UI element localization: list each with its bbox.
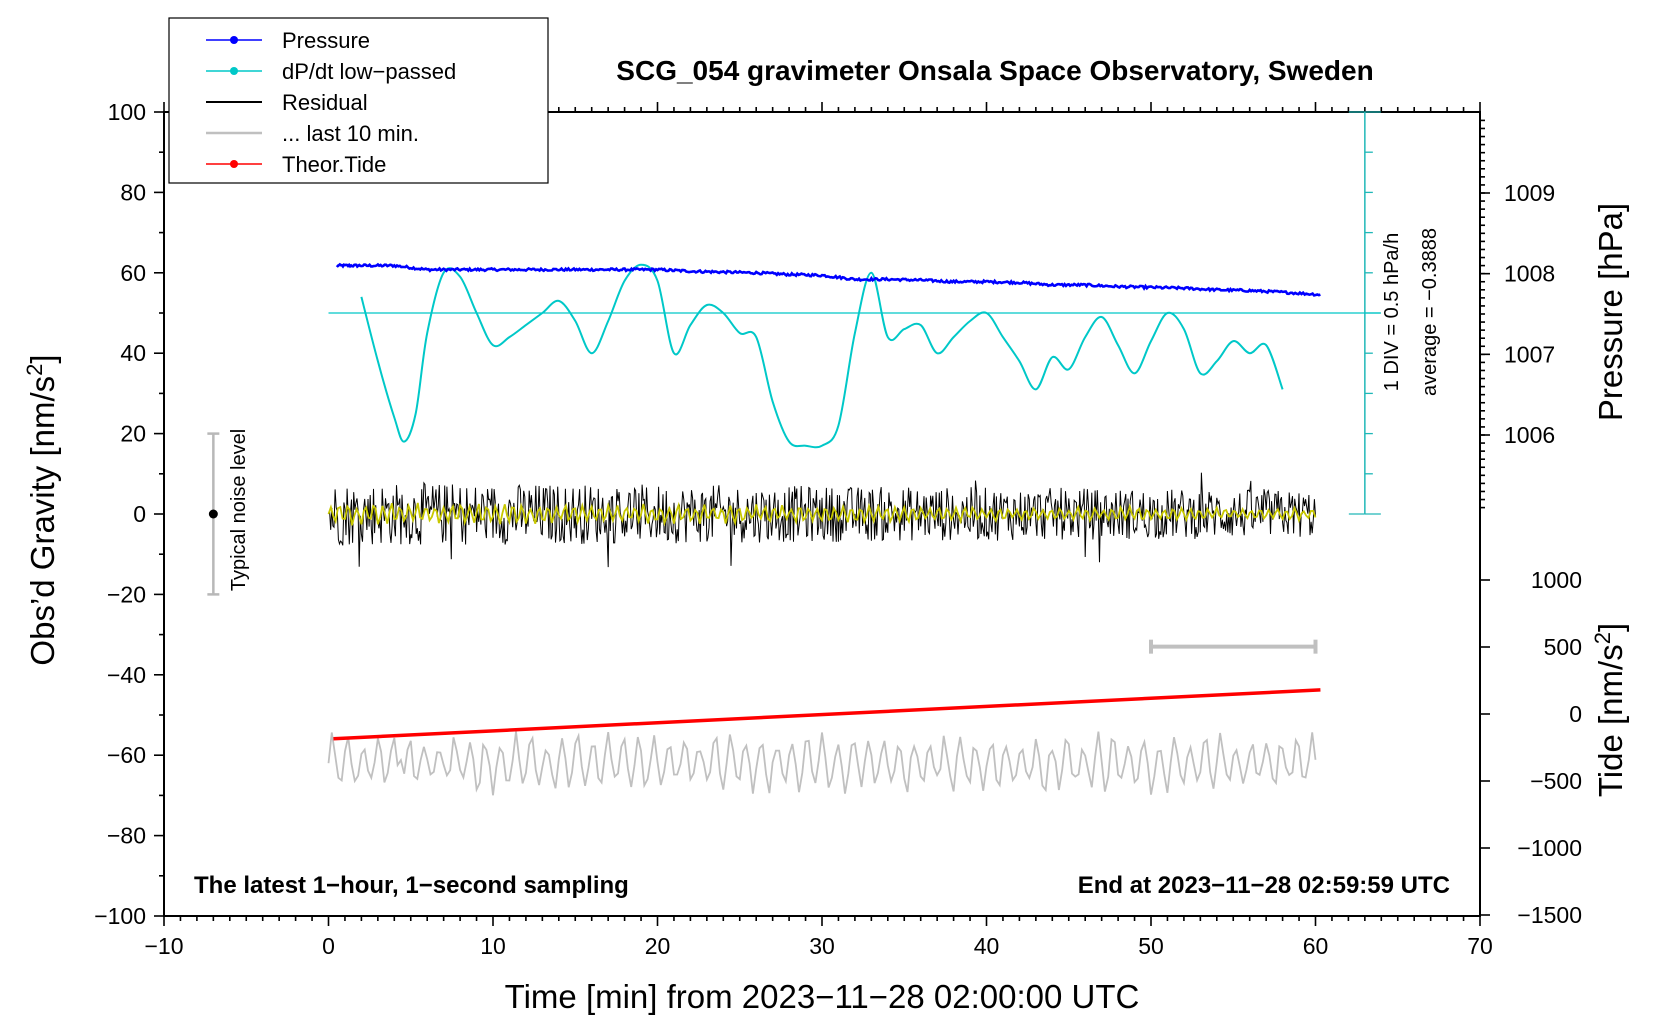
tide-tick-label: 500 xyxy=(1544,634,1582,660)
last-10-min-line xyxy=(327,731,1317,796)
legend: Pressure dP/dt low−passed Residual ... l… xyxy=(168,17,549,184)
pressure-tick-label: 1008 xyxy=(1504,261,1555,287)
y-left-tick-label: 0 xyxy=(133,501,146,527)
y-axis-title-left-superscript: 2 xyxy=(22,364,47,376)
x-tick-label: 40 xyxy=(974,933,1000,959)
y-left-tick-label: −60 xyxy=(107,742,146,768)
y-axis-title-left: Obs’d Gravity [nm/s2] xyxy=(22,354,61,665)
series-layer xyxy=(327,262,1381,796)
pressure-tick-label: 1006 xyxy=(1504,422,1555,448)
legend-entry-dpdt: dP/dt low−passed xyxy=(206,59,456,84)
legend-label-last-10-min: ... last 10 min. xyxy=(282,121,419,146)
y-left-tick-label: 20 xyxy=(120,421,146,447)
y-axis-title-pressure: Pressure [hPa] xyxy=(1592,203,1629,421)
residual-line xyxy=(328,472,1316,568)
tide-tick-label: −1500 xyxy=(1517,902,1582,928)
noise-level-bar xyxy=(207,432,220,596)
y-left-tick-label: 60 xyxy=(120,260,146,286)
legend-label-dpdt: dP/dt low−passed xyxy=(282,59,456,84)
pressure-tick-label: 1009 xyxy=(1504,180,1555,206)
theor-tide-line xyxy=(333,688,1321,741)
pressure-line xyxy=(335,262,1321,297)
sampling-note: The latest 1−hour, 1−second sampling xyxy=(194,872,629,899)
y-left-tick-label: −100 xyxy=(94,903,146,929)
y-left-tick-label: 100 xyxy=(108,99,146,125)
legend-marker-theor-tide xyxy=(230,160,238,168)
x-tick-label: 70 xyxy=(1467,933,1493,959)
dpdt-average-label: average = −0.3888 xyxy=(1419,228,1441,396)
noise-level-label: Typical noise level xyxy=(228,429,250,591)
y-left-tick-label: −80 xyxy=(107,823,146,849)
legend-entry-pressure: Pressure xyxy=(206,28,370,53)
x-tick-label: 60 xyxy=(1303,933,1329,959)
legend-label-theor-tide: Theor.Tide xyxy=(282,152,386,177)
y-left-tick-label: 80 xyxy=(120,179,146,205)
y-left-tick-label: −20 xyxy=(107,581,146,607)
y-left-tick-label: 40 xyxy=(120,340,146,366)
x-tick-label: 30 xyxy=(809,933,835,959)
end-time-note: End at 2023−11−28 02:59:59 UTC xyxy=(1078,872,1450,899)
x-axis-title: Time [min] from 2023−11−28 02:00:00 UTC xyxy=(505,978,1140,1015)
y-axis-title-tide-superscript: 2 xyxy=(1590,632,1615,644)
noise-bar-center-dot xyxy=(208,509,218,519)
legend-marker-dpdt xyxy=(230,67,238,75)
tide-tick-label: 0 xyxy=(1569,701,1582,727)
y-axis-title-tide: Tide [nm/s2] xyxy=(1590,623,1629,797)
chart-title: SCG_054 gravimeter Onsala Space Observat… xyxy=(616,55,1373,86)
last-10-min-marker xyxy=(1149,639,1318,654)
tide-tick-label: 1000 xyxy=(1531,567,1582,593)
legend-entry-residual: Residual xyxy=(206,90,368,115)
pressure-tick-label: 1007 xyxy=(1504,341,1555,367)
tide-tick-label: −500 xyxy=(1530,768,1582,794)
dpdt-line xyxy=(360,263,1284,449)
x-tick-label: 0 xyxy=(322,933,335,959)
residual-smoothed-line xyxy=(327,501,1317,527)
x-tick-label: 20 xyxy=(645,933,671,959)
dpdt-div-label: 1 DIV = 0.5 hPa/h xyxy=(1381,233,1403,391)
tide-tick-label: −1000 xyxy=(1517,835,1582,861)
legend-box xyxy=(168,17,549,184)
legend-entry-last-10-min: ... last 10 min. xyxy=(206,121,419,146)
x-tick-label: −10 xyxy=(144,933,183,959)
y-left-tick-label: −40 xyxy=(107,662,146,688)
legend-label-pressure: Pressure xyxy=(282,28,370,53)
x-tick-label: 10 xyxy=(480,933,506,959)
legend-label-residual: Residual xyxy=(282,90,368,115)
legend-entry-theor-tide: Theor.Tide xyxy=(206,152,386,177)
tick-labels: −10 0 10 20 30 40 50 60 70−100−80−60−40−20020406… xyxy=(94,99,1582,959)
x-tick-label: 50 xyxy=(1138,933,1164,959)
legend-marker-pressure xyxy=(230,36,238,44)
